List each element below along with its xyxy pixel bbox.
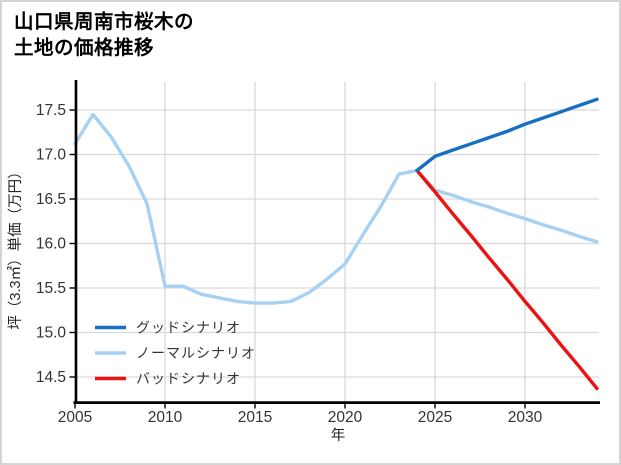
line-good-scenario: [415, 97, 599, 173]
y-tick-label: 17.5: [36, 102, 66, 119]
y-tick-label: 17.0: [36, 147, 67, 164]
line-bad-scenario: [415, 168, 599, 391]
legend-label-good-scenario: グッドシナリオ: [136, 320, 241, 336]
chart-title-line1: 山口県周南市桜木の: [14, 11, 195, 33]
y-tick-label: 16.0: [36, 236, 67, 253]
chart-title-line2: 土地の価格推移: [14, 37, 155, 59]
y-tick-label: 14.5: [36, 369, 66, 386]
x-tick-label: 2005: [58, 409, 92, 426]
x-axis-label: 年: [331, 427, 346, 444]
x-tick-label: 2030: [508, 409, 543, 426]
y-tick-label: 15.0: [36, 325, 67, 342]
x-tick-label: 2025: [418, 409, 452, 426]
chart-title: 山口県周南市桜木の 土地の価格推移: [14, 9, 194, 61]
y-tick-label: 15.5: [36, 280, 66, 297]
legend-label-normal-scenario: ノーマルシナリオ: [136, 345, 256, 361]
x-tick-label: 2020: [328, 409, 363, 426]
line-normal-scenario: [73, 112, 599, 305]
y-axis-label: 坪（3.3㎡）単価（万円）: [7, 164, 24, 329]
legend-label-bad-scenario: バッドシナリオ: [136, 371, 241, 387]
x-tick-label: 2015: [238, 409, 272, 426]
y-tick-label: 16.5: [36, 191, 66, 208]
x-tick-label: 2010: [148, 409, 183, 426]
